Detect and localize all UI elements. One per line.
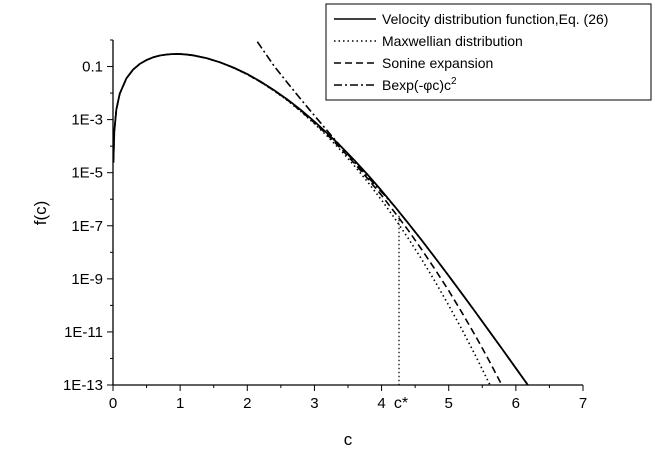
x-tick-label: 6 <box>512 395 520 412</box>
series-line-dashed <box>113 53 503 385</box>
x-axis-title: c <box>344 430 353 449</box>
legend: Velocity distribution function,Eq. (26) M… <box>325 3 652 101</box>
series-line-dashdot <box>256 41 529 385</box>
y-tick-label: 1E-13 <box>63 377 103 394</box>
series-line-solid <box>113 53 529 385</box>
y-tick-label: 1E-3 <box>71 112 103 129</box>
x-tick-label: 3 <box>310 395 318 412</box>
legend-entry: Velocity distribution function,Eq. (26) <box>382 11 608 27</box>
legend-superscript: 2 <box>451 76 457 87</box>
x-tick-label: 1 <box>176 395 184 412</box>
x-tick-label: 7 <box>579 395 587 412</box>
y-tick-label: 0.1 <box>82 59 103 76</box>
x-tick-label: 0 <box>109 395 117 412</box>
y-tick-label: 1E-7 <box>71 218 103 235</box>
legend-entry: Maxwellian distribution <box>382 33 523 49</box>
legend-entry: Sonine expansion <box>382 55 493 71</box>
y-axis-title: f(c) <box>31 201 50 226</box>
legend-entry: Bexp(-φc)c2 <box>382 76 457 93</box>
x-tick-label: 5 <box>445 395 453 412</box>
axes-layer: 0 1 2 3 4 5 6 7 0.1 1E-3 1E-5 1E-7 1E-9 1E-11 1E-13 <box>63 39 587 412</box>
x-tick-label: 4 <box>377 395 385 412</box>
series-layer <box>113 41 529 385</box>
annotation-layer: c* <box>394 211 408 412</box>
y-tick-label: 1E-11 <box>64 324 103 341</box>
legend-box <box>325 3 652 101</box>
y-tick-label: 1E-9 <box>71 271 103 288</box>
c-star-label: c* <box>394 395 408 412</box>
y-tick-label: 1E-5 <box>71 165 103 182</box>
x-tick-label: 2 <box>243 395 251 412</box>
